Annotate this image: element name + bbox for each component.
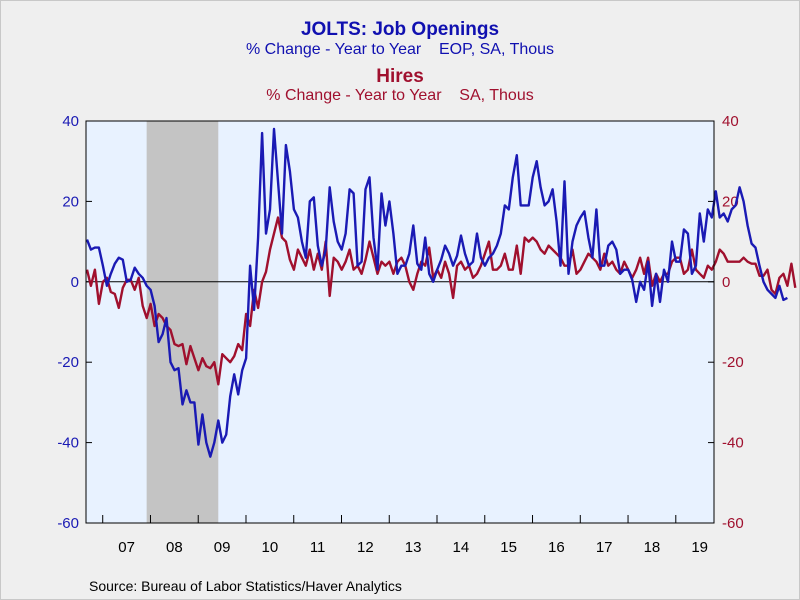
x-axis-ticks: 07 08 09 10 11 12 13 14 15 16 17 18 19 bbox=[102, 515, 708, 556]
x-tick-label: 18 bbox=[644, 539, 661, 556]
x-tick-label: 10 bbox=[262, 539, 279, 556]
x-tick-label: 07 bbox=[118, 539, 135, 556]
x-tick-label: 11 bbox=[310, 539, 326, 556]
series-line-job-openings bbox=[85, 127, 788, 458]
x-tick-label: 13 bbox=[405, 539, 422, 556]
y-tick-label-right: 0 bbox=[722, 274, 730, 291]
recession-shading bbox=[146, 121, 219, 523]
series-line-hires bbox=[85, 216, 797, 386]
x-tick-label: 08 bbox=[166, 539, 183, 556]
y-tick-label-right: -40 bbox=[722, 435, 744, 452]
x-tick-label: 19 bbox=[691, 539, 708, 556]
chart-subtitle-openings: % Change - Year to Year EOP, SA, Thous bbox=[245, 41, 555, 58]
y-tick-label-left: 20 bbox=[62, 193, 79, 210]
chart-subtitle-hires: % Change - Year to Year SA, Thous bbox=[266, 87, 534, 104]
x-tick-label: 16 bbox=[548, 539, 565, 556]
x-tick-label: 14 bbox=[453, 539, 470, 556]
y-tick-label-left: 40 bbox=[62, 113, 79, 130]
y-tick-label-right: 40 bbox=[722, 113, 739, 130]
y-tick-label-left: -60 bbox=[57, 515, 79, 532]
x-tick-label: 15 bbox=[500, 539, 517, 556]
source-note: Source: Bureau of Labor Statistics/Haver… bbox=[89, 578, 402, 594]
x-tick-label: 12 bbox=[357, 539, 374, 556]
y-tick-label-left: 0 bbox=[71, 274, 79, 291]
chart-title-hires: Hires bbox=[376, 66, 424, 87]
chart-title-openings: JOLTS: Job Openings bbox=[300, 19, 500, 40]
x-tick-label: 17 bbox=[596, 539, 613, 556]
y-tick-label-right: -20 bbox=[722, 354, 744, 371]
y-tick-label-right: -60 bbox=[722, 515, 744, 532]
x-tick-label: 09 bbox=[214, 539, 231, 556]
y-tick-label-left: -20 bbox=[57, 354, 79, 371]
y-tick-label-left: -40 bbox=[57, 435, 79, 452]
plot-border bbox=[85, 120, 715, 524]
series-lines bbox=[85, 127, 797, 458]
